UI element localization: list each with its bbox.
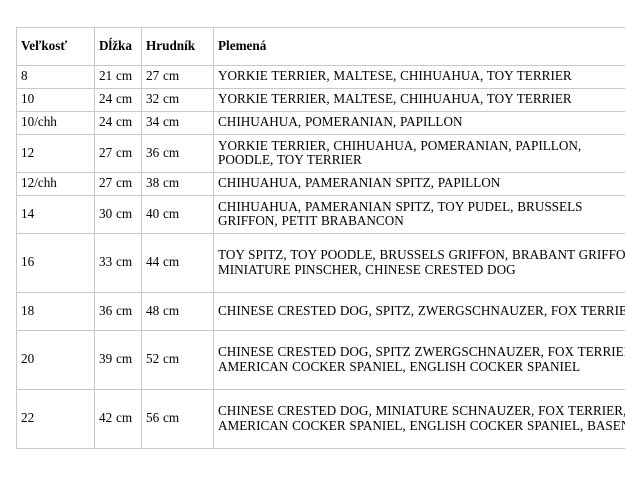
cell-length: 27 cm xyxy=(94,134,142,173)
table-row: 20 39 cm 52 cm CHINESE CRESTED DOG, SPITZ Z… xyxy=(16,330,625,390)
cell-breeds: CHIHUAHUA, POMERANIAN, PAPILLON xyxy=(213,111,625,135)
cell-length: 33 cm xyxy=(94,233,142,293)
table-row: 10/chh 24 cm 34 cm CHIHUAHUA, POMERANIAN, P… xyxy=(16,111,625,135)
cell-size: 18 xyxy=(16,292,95,331)
table-row: 8 21 cm 27 cm YORKIE TERRIER, MALTESE, CHIH… xyxy=(16,65,625,89)
cell-chest: 44 cm xyxy=(141,233,214,293)
cell-chest: 38 cm xyxy=(141,172,214,196)
table-row: 12 27 cm 36 cm YORKIE TERRIER, CHIHUAHUA, P… xyxy=(16,134,625,173)
cell-size: 16 xyxy=(16,233,95,293)
cell-size: 10 xyxy=(16,88,95,112)
cell-size: 12 xyxy=(16,134,95,173)
cell-size: 14 xyxy=(16,195,95,234)
cell-size: 20 xyxy=(16,330,95,390)
cell-breeds: CHIHUAHUA, PAMERANIAN SPITZ, TOY PUDEL, … xyxy=(213,195,625,234)
cell-breeds: TOY SPITZ, TOY POODLE, BRUSSELS GRIFFON,… xyxy=(213,233,625,293)
cell-length: 21 cm xyxy=(94,65,142,89)
cell-length: 42 cm xyxy=(94,389,142,449)
table-header-row: Veľkosť Dĺžka Hrudník Plemená xyxy=(16,27,625,66)
cell-length: 24 cm xyxy=(94,88,142,112)
column-header-breeds: Plemená xyxy=(213,27,625,66)
table-row: 12/chh 27 cm 38 cm CHIHUAHUA, PAMERANIAN SP… xyxy=(16,172,625,196)
dog-size-chart-table: Veľkosť Dĺžka Hrudník Plemená 8 21 cm 27 c… xyxy=(16,27,625,449)
cell-breeds: CHINESE CRESTED DOG, SPITZ, ZWERGSCHNAUZ… xyxy=(213,292,625,331)
cell-chest: 34 cm xyxy=(141,111,214,135)
table-row: 22 42 cm 56 cm CHINESE CRESTED DOG, MINIATU… xyxy=(16,389,625,449)
cell-breeds: YORKIE TERRIER, CHIHUAHUA, POMERANIAN, P… xyxy=(213,134,625,173)
column-header-size: Veľkosť xyxy=(16,27,95,66)
cell-breeds: YORKIE TERRIER, MALTESE, CHIHUAHUA, TOY … xyxy=(213,65,625,89)
table-row: 16 33 cm 44 cm TOY SPITZ, TOY POODLE, BRUSS… xyxy=(16,233,625,293)
table-row: 14 30 cm 40 cm CHIHUAHUA, PAMERANIAN SPITZ,… xyxy=(16,195,625,234)
cell-length: 27 cm xyxy=(94,172,142,196)
cell-chest: 48 cm xyxy=(141,292,214,331)
cell-length: 24 cm xyxy=(94,111,142,135)
cell-chest: 40 cm xyxy=(141,195,214,234)
table-row: 18 36 cm 48 cm CHINESE CRESTED DOG, SPITZ, … xyxy=(16,292,625,331)
cell-breeds: YORKIE TERRIER, MALTESE, CHIHUAHUA, TOY … xyxy=(213,88,625,112)
cell-breeds: CHIHUAHUA, PAMERANIAN SPITZ, PAPILLON xyxy=(213,172,625,196)
table-body: 8 21 cm 27 cm YORKIE TERRIER, MALTESE, CHIH… xyxy=(16,65,625,449)
table-header: Veľkosť Dĺžka Hrudník Plemená xyxy=(16,27,625,66)
cell-length: 39 cm xyxy=(94,330,142,390)
table-row: 10 24 cm 32 cm YORKIE TERRIER, MALTESE, CHI… xyxy=(16,88,625,112)
cell-chest: 56 cm xyxy=(141,389,214,449)
cell-chest: 27 cm xyxy=(141,65,214,89)
cell-chest: 36 cm xyxy=(141,134,214,173)
cell-breeds: CHINESE CRESTED DOG, MINIATURE SCHNAUZER… xyxy=(213,389,625,449)
cell-size: 22 xyxy=(16,389,95,449)
cell-size: 12/chh xyxy=(16,172,95,196)
cell-length: 30 cm xyxy=(94,195,142,234)
cell-breeds: CHINESE CRESTED DOG, SPITZ ZWERGSCHNAUZE… xyxy=(213,330,625,390)
cell-chest: 52 cm xyxy=(141,330,214,390)
cell-length: 36 cm xyxy=(94,292,142,331)
cell-chest: 32 cm xyxy=(141,88,214,112)
column-header-chest: Hrudník xyxy=(141,27,214,66)
column-header-length: Dĺžka xyxy=(94,27,142,66)
cell-size: 8 xyxy=(16,65,95,89)
cell-size: 10/chh xyxy=(16,111,95,135)
